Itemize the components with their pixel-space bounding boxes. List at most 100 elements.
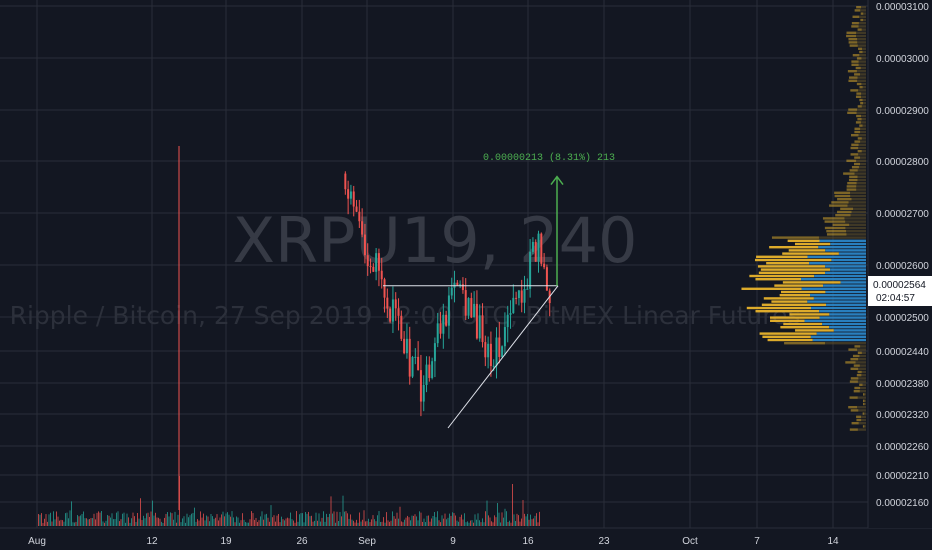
measure-label: 0.00000213 (8.31%) 213: [483, 152, 615, 164]
profile-bar-up: [843, 172, 855, 175]
volume-bar: [437, 511, 438, 526]
volume-bar: [432, 516, 434, 526]
candle-body: [419, 370, 422, 402]
profile-bar-up: [860, 18, 864, 22]
profile-bar-down: [850, 214, 866, 217]
profile-bar-down: [861, 82, 866, 86]
volume-bar: [77, 515, 78, 526]
x-tick-label: Sep: [358, 536, 376, 547]
profile-bar-down: [863, 12, 866, 15]
profile-bar-down: [857, 396, 866, 399]
volume-bar: [323, 511, 324, 526]
profile-bar-up: [782, 252, 839, 255]
profile-bar-up: [850, 89, 859, 92]
profile-bar-up: [859, 50, 863, 54]
profile-bar-down: [825, 342, 866, 345]
profile-bar-down: [825, 265, 866, 268]
volume-bar: [480, 522, 482, 526]
profile-bar-up: [846, 185, 857, 188]
volume-bar: [504, 508, 506, 526]
volume-bar: [212, 516, 213, 526]
volume-bar: [215, 517, 216, 526]
profile-bar-down: [861, 57, 866, 60]
profile-bar-down: [856, 111, 866, 114]
profile-bar-down: [861, 351, 866, 354]
volume-bar: [383, 517, 384, 526]
volume-bar: [341, 516, 342, 526]
volume-bar: [284, 520, 285, 526]
y-axis-panel[interactable]: [868, 0, 932, 528]
profile-bar-up: [782, 281, 841, 284]
volume-bar: [107, 515, 108, 526]
profile-bar-up: [857, 150, 862, 153]
volume-bar: [378, 511, 380, 526]
volume-bar: [137, 513, 138, 526]
volume-bar: [281, 516, 282, 526]
volume-bar: [218, 520, 219, 526]
y-tick-label: 0.00002440: [876, 347, 929, 358]
volume-bar: [93, 513, 95, 526]
volume-bar: [356, 519, 357, 526]
volume-bar: [174, 511, 176, 526]
volume-bar: [173, 519, 174, 526]
volume-bar: [462, 519, 464, 526]
profile-bar-down: [818, 246, 866, 249]
volume-bar: [516, 513, 518, 526]
volume-bar: [420, 512, 422, 526]
volume-bar: [80, 515, 81, 526]
profile-bar-up: [850, 409, 859, 412]
profile-bar-up: [851, 22, 859, 25]
profile-bar-up: [754, 258, 832, 262]
volume-bar: [143, 515, 144, 526]
profile-bar-down: [860, 121, 866, 124]
volume-bar: [291, 519, 293, 526]
volume-bar: [495, 517, 497, 526]
profile-bar-down: [807, 255, 866, 258]
candle-body: [394, 299, 397, 309]
y-tick-label: 0.00002260: [876, 442, 929, 453]
symbol-watermark: XRPU19, 240: [233, 204, 638, 277]
volume-bar: [54, 519, 56, 526]
profile-bar-down: [857, 76, 866, 79]
candle-body: [344, 173, 347, 190]
x-axis-panel[interactable]: [0, 528, 932, 550]
profile-bar-up: [856, 415, 862, 418]
candle-body: [450, 287, 453, 296]
profile-bar-down: [861, 415, 866, 418]
candle-body: [467, 298, 470, 316]
volume-bar: [206, 515, 207, 526]
volume-bar: [434, 512, 435, 526]
volume-bar: [339, 512, 341, 526]
profile-bar-down: [857, 38, 866, 41]
volume-bar: [537, 522, 539, 526]
drawings[interactable]: 0.00000213 (8.31%) 213: [383, 152, 615, 429]
volume-bar: [492, 522, 494, 526]
profile-bar-up: [852, 54, 860, 57]
candle-body: [386, 297, 389, 309]
x-tick-label: 14: [827, 536, 839, 547]
profile-bar-up: [763, 297, 814, 300]
y-tick-label: 0.00002380: [876, 379, 929, 390]
volume-bar: [321, 517, 323, 526]
profile-bar-down: [858, 63, 866, 66]
volume-bar: [423, 518, 425, 526]
volume-bar: [365, 521, 366, 526]
volume-bar: [210, 513, 212, 526]
ascending-trend-line[interactable]: [447, 285, 559, 429]
profile-bar-down: [849, 223, 866, 226]
profile-bar-up: [788, 249, 826, 252]
volume-bar: [260, 516, 261, 526]
profile-bar-down: [861, 370, 866, 374]
volume-bar: [326, 513, 327, 526]
volume-bar: [228, 514, 230, 526]
profile-bar-up: [766, 262, 810, 265]
volume-bar: [152, 500, 153, 526]
profile-bar-up: [837, 210, 852, 214]
profile-bar-up: [762, 335, 811, 338]
volume-bar: [197, 519, 198, 526]
volume-bar: [477, 513, 479, 526]
profile-bar-down: [822, 322, 866, 326]
profile-bar-down: [801, 287, 866, 290]
